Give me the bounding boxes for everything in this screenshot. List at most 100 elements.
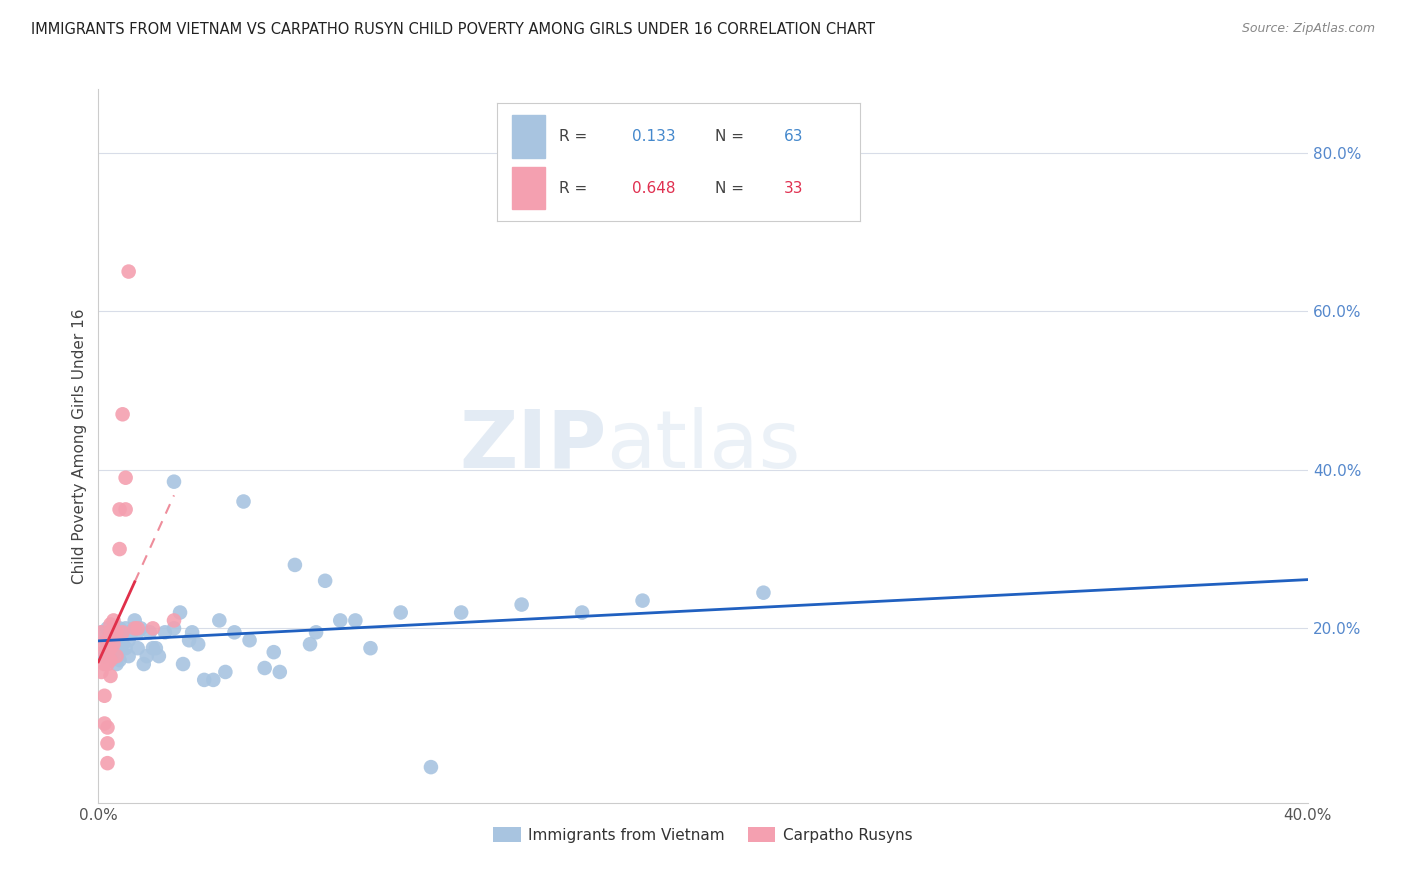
Point bbox=[510, 598, 533, 612]
Point bbox=[752, 585, 775, 599]
Point bbox=[108, 653, 131, 667]
Point bbox=[153, 625, 176, 640]
Point bbox=[135, 649, 157, 664]
Point bbox=[142, 641, 165, 656]
Point bbox=[105, 641, 128, 656]
Point bbox=[93, 649, 115, 664]
Point bbox=[181, 625, 204, 640]
Point bbox=[105, 625, 128, 640]
Text: IMMIGRANTS FROM VIETNAM VS CARPATHO RUSYN CHILD POVERTY AMONG GIRLS UNDER 16 COR: IMMIGRANTS FROM VIETNAM VS CARPATHO RUSY… bbox=[31, 22, 875, 37]
Point bbox=[105, 657, 128, 671]
Point bbox=[118, 633, 141, 648]
Point bbox=[314, 574, 336, 588]
Point bbox=[127, 621, 149, 635]
Point bbox=[269, 665, 291, 679]
Point bbox=[100, 625, 122, 640]
Point bbox=[90, 637, 112, 651]
Point bbox=[114, 621, 136, 635]
Point bbox=[450, 606, 472, 620]
Point bbox=[93, 657, 115, 671]
Point bbox=[263, 645, 285, 659]
Point bbox=[239, 633, 262, 648]
Point bbox=[111, 625, 134, 640]
Point bbox=[124, 621, 146, 635]
Point bbox=[105, 649, 128, 664]
Point bbox=[124, 614, 146, 628]
Point bbox=[111, 637, 134, 651]
Point bbox=[114, 641, 136, 656]
Point bbox=[114, 471, 136, 485]
Point bbox=[193, 673, 215, 687]
Point bbox=[148, 649, 170, 664]
Point bbox=[93, 689, 115, 703]
Text: Source: ZipAtlas.com: Source: ZipAtlas.com bbox=[1241, 22, 1375, 36]
Point bbox=[111, 407, 134, 421]
Point bbox=[100, 617, 122, 632]
Point bbox=[127, 641, 149, 656]
Point bbox=[329, 614, 352, 628]
Point bbox=[96, 736, 118, 750]
Point bbox=[114, 502, 136, 516]
Point bbox=[132, 657, 155, 671]
Point bbox=[103, 614, 125, 628]
Legend: Immigrants from Vietnam, Carpatho Rusyns: Immigrants from Vietnam, Carpatho Rusyns bbox=[486, 821, 920, 848]
Point bbox=[100, 641, 122, 656]
Point bbox=[163, 621, 186, 635]
Point bbox=[127, 625, 149, 640]
Point bbox=[108, 621, 131, 635]
Point bbox=[103, 633, 125, 648]
Point bbox=[96, 721, 118, 735]
Point bbox=[179, 633, 201, 648]
Point bbox=[145, 641, 167, 656]
Point bbox=[90, 625, 112, 640]
Y-axis label: Child Poverty Among Girls Under 16: Child Poverty Among Girls Under 16 bbox=[72, 309, 87, 583]
Point bbox=[142, 621, 165, 635]
Point bbox=[96, 657, 118, 671]
Point bbox=[214, 665, 236, 679]
Point bbox=[389, 606, 412, 620]
Point bbox=[90, 625, 112, 640]
Point bbox=[121, 625, 143, 640]
Point bbox=[253, 661, 276, 675]
Point bbox=[100, 669, 122, 683]
Point bbox=[96, 756, 118, 771]
Point bbox=[108, 502, 131, 516]
Point bbox=[103, 621, 125, 635]
Point bbox=[103, 637, 125, 651]
Point bbox=[96, 637, 118, 651]
Point bbox=[172, 657, 194, 671]
Point bbox=[169, 606, 191, 620]
Point bbox=[100, 641, 122, 656]
Point bbox=[139, 625, 162, 640]
Point bbox=[208, 614, 231, 628]
Point bbox=[305, 625, 328, 640]
Point bbox=[96, 621, 118, 635]
Point bbox=[96, 633, 118, 648]
Text: ZIP: ZIP bbox=[458, 407, 606, 485]
Point bbox=[344, 614, 367, 628]
Point bbox=[360, 641, 382, 656]
Point bbox=[100, 653, 122, 667]
Point bbox=[124, 621, 146, 635]
Point bbox=[118, 264, 141, 278]
Point bbox=[163, 475, 186, 489]
Point bbox=[420, 760, 443, 774]
Point bbox=[108, 542, 131, 557]
Point bbox=[571, 606, 593, 620]
Point bbox=[111, 625, 134, 640]
Point bbox=[118, 625, 141, 640]
Point bbox=[93, 716, 115, 731]
Point bbox=[100, 629, 122, 643]
Point bbox=[202, 673, 225, 687]
Point bbox=[232, 494, 254, 508]
Point bbox=[187, 637, 209, 651]
Point bbox=[631, 593, 654, 607]
Point bbox=[129, 621, 152, 635]
Point bbox=[93, 645, 115, 659]
Point bbox=[103, 645, 125, 659]
Text: atlas: atlas bbox=[606, 407, 800, 485]
Point bbox=[163, 614, 186, 628]
Point bbox=[118, 649, 141, 664]
Point bbox=[299, 637, 322, 651]
Point bbox=[284, 558, 307, 572]
